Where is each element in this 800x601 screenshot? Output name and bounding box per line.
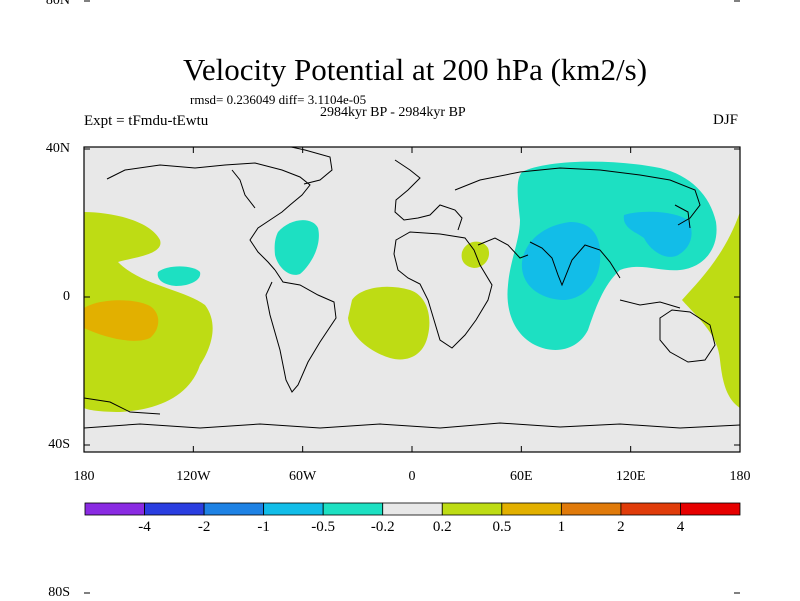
anomaly-region-red-sea <box>461 241 490 268</box>
anomaly-region-atlantic <box>348 286 430 360</box>
axis-ticks <box>83 0 741 594</box>
lat-tick-label: 80N <box>45 0 70 8</box>
lat-tick-label: 40S <box>48 437 70 452</box>
colorbar-label: -0.2 <box>370 519 395 535</box>
colorbar-swatch <box>322 502 384 516</box>
lon-tick-label: 60W <box>289 469 317 484</box>
anomaly-region-west-pacific <box>682 212 740 408</box>
colorbar-label: 4 <box>676 519 685 535</box>
anomaly-region-asia <box>507 161 717 350</box>
lon-tick-label: 180 <box>729 469 751 484</box>
anomaly-region-central-pacific <box>84 300 159 341</box>
colorbar-label: 1 <box>557 519 566 535</box>
lat-tick-label: 80S <box>48 585 70 600</box>
colorbar <box>84 502 741 516</box>
colorbar-swatch <box>560 502 622 516</box>
stats-line: rmsd= 0.236049 diff= 3.1104e-05 <box>190 92 367 107</box>
colorbar-label: 2 <box>617 519 625 535</box>
lon-tick-label: 0 <box>408 469 416 484</box>
anomaly-region-east-pacific-low <box>157 266 201 286</box>
colorbar-swatch <box>680 502 741 516</box>
lon-tick-label: 120W <box>176 469 211 484</box>
colorbar-label: -1 <box>257 519 270 535</box>
colorbar-swatch <box>501 502 562 516</box>
plot-title: Velocity Potential at 200 hPa (km2/s) <box>182 52 648 87</box>
season-label: DJF <box>712 112 738 128</box>
coastlines <box>84 147 740 429</box>
colorbar-label: -4 <box>138 519 151 535</box>
lon-tick-label: 60E <box>510 469 533 484</box>
lat-tick-label: 0 <box>63 289 70 304</box>
anomaly-region-caribbean <box>274 220 319 275</box>
colorbar-label: 0.5 <box>492 519 512 535</box>
anomaly-region-east-asia <box>623 211 692 257</box>
colorbar-label: 0.2 <box>432 519 452 535</box>
colorbar-swatch <box>441 502 503 516</box>
lat-tick-label: 40N <box>45 141 70 156</box>
lon-tick-label: 120E <box>615 469 646 484</box>
period-label: 2984kyr BP - 2984kyr BP <box>320 105 466 120</box>
colorbar-swatch <box>203 502 265 516</box>
colorbar-swatch <box>263 502 324 516</box>
colorbar-swatch <box>620 502 681 516</box>
colorbar-swatch <box>382 502 443 516</box>
experiment-label: Expt = tFmdu-tEwtu <box>84 113 209 129</box>
lon-tick-label: 180 <box>73 469 95 484</box>
colorbar-swatch <box>144 502 205 516</box>
colorbar-swatch <box>84 502 145 516</box>
anomaly-region-india <box>521 222 601 300</box>
colorbar-label: -0.5 <box>311 519 336 535</box>
colorbar-label: -2 <box>197 519 211 535</box>
